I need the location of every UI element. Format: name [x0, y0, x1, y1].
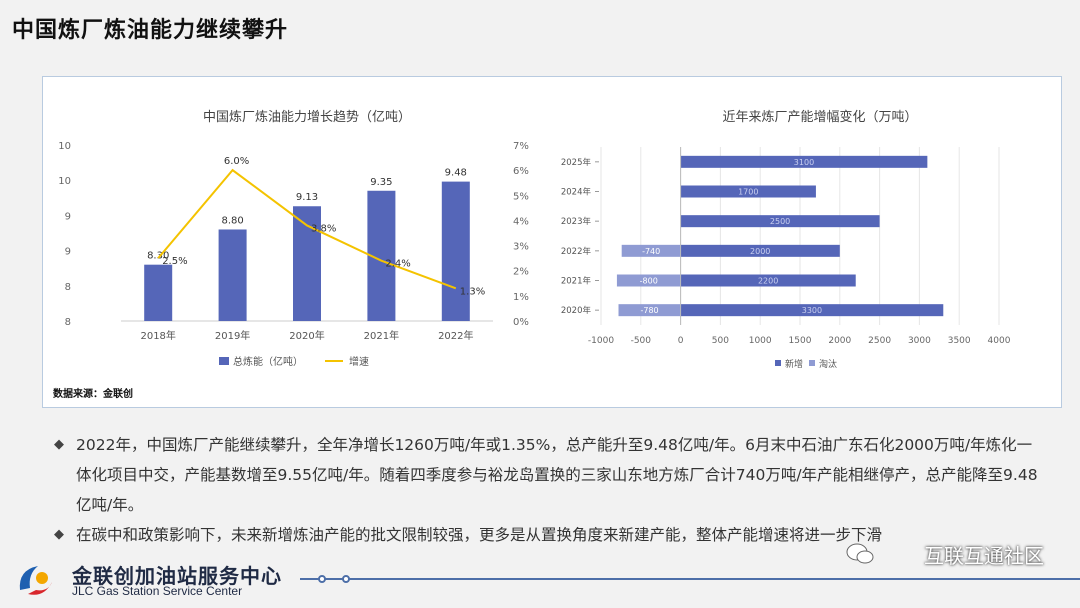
chart-1-line-label: 2.5% — [162, 256, 187, 267]
company-logo-icon — [19, 566, 52, 595]
company-name-en: JLC Gas Station Service Center — [72, 584, 243, 598]
chart-1-right-tick: 6% — [513, 166, 529, 177]
chart-2-x-tick: 3000 — [908, 336, 931, 346]
chart-1-growth-line — [157, 168, 457, 290]
chart-1-legend-bar-label: 总炼能（亿吨） — [233, 355, 303, 368]
chart-1-category-label: 2019年 — [215, 329, 250, 342]
chart-2-category-label: 2025年 — [561, 157, 592, 168]
chart-2-title: 近年来炼厂产能增幅变化（万吨） — [722, 109, 917, 125]
footer: 金联创加油站服务中心 JLC Gas Station Service Cente… — [0, 556, 1080, 608]
chart-2-bar-new-label: 1700 — [738, 188, 758, 197]
chart-1-right-tick: 5% — [513, 191, 529, 202]
watermark-text: 互联互通社区 — [924, 544, 1044, 568]
footer-dot — [342, 575, 350, 583]
chart-1-category-label: 2022年 — [438, 329, 473, 342]
chart-2-x-tick: 4000 — [988, 336, 1011, 346]
chart-2-bar-new-label: 3100 — [794, 158, 814, 167]
chart-2-x-tick: 500 — [712, 336, 729, 346]
chart-2-x-tick: -1000 — [588, 336, 614, 346]
chart-1-line-label: 6.0% — [224, 156, 249, 167]
chart-2-category-label: 2023年 — [561, 216, 592, 227]
page-title: 中国炼厂炼油能力继续攀升 — [12, 18, 289, 43]
chart-2-bar-new-label: 2500 — [770, 217, 790, 226]
diamond-bullet-icon: ◆ — [54, 527, 64, 542]
chart-2-legend-new-swatch — [775, 360, 781, 366]
chart-2-bar-new — [680, 274, 856, 287]
chart-1-right-tick: 1% — [513, 292, 529, 303]
chart-2-bar-new — [680, 244, 840, 257]
chart-1-line-label: 3.8% — [311, 223, 336, 234]
chart-2-bar-new — [680, 215, 880, 228]
chart-1-bar-label: 9.13 — [296, 192, 318, 203]
chart-2-x-tick: -500 — [631, 336, 652, 346]
bullet-text: 2022年，中国炼厂产能继续攀升，全年净增长1260万吨/年或1.35%，总产能… — [76, 436, 1038, 514]
chart-1-right-tick: 4% — [513, 216, 529, 227]
chart-2-bar-new — [680, 304, 944, 317]
chart-1-category-label: 2020年 — [289, 329, 324, 342]
chart-1-title: 中国炼厂炼油能力增长趋势（亿吨） — [203, 109, 411, 125]
chart-1-right-tick: 0% — [513, 317, 529, 328]
charts-canvas: 中国炼厂炼油能力增长趋势（亿吨） 8 8 9 9 10 10 0% 1% 2% 3% 4% 5% 6% 7%… — [58, 109, 1011, 370]
chart-2-bar-new-label: 2200 — [758, 277, 778, 286]
chart-2-category-label: 2024年 — [561, 187, 592, 198]
chart-1-right-tick: 3% — [513, 242, 529, 253]
chart-2-x-tick: 2500 — [868, 336, 891, 346]
chart-2-x-tick: 1500 — [789, 336, 812, 346]
chart-2-bar-removed — [616, 274, 681, 287]
chart-1-category-label: 2021年 — [364, 329, 399, 342]
chart-2-bar-new-label: 2000 — [750, 247, 770, 256]
chart-2-bar-new — [680, 185, 816, 198]
chart-2-legend-removed-label: 淘汰 — [819, 358, 837, 370]
chart-2-bar-removed-label: -780 — [640, 306, 658, 315]
chart-1-bar — [144, 264, 173, 321]
footer-divider — [300, 578, 1080, 580]
chart-2-category-label: 2020年 — [561, 305, 592, 316]
chart-2-category-label: 2021年 — [561, 276, 592, 287]
chart-1-left-tick: 8 — [65, 282, 71, 293]
chart-1-left-tick: 9 — [65, 247, 71, 258]
chart-1-bar-label: 8.80 — [221, 215, 243, 226]
chart-1-right-tick: 7% — [513, 141, 529, 152]
chart-1-bar-label: 9.48 — [445, 168, 467, 179]
chart-1-category-label: 2018年 — [140, 329, 175, 342]
chart-2-bar-removed-label: -740 — [642, 247, 660, 256]
chart-2-category-label: 2022年 — [561, 246, 592, 257]
chart-1-line-label: 1.3% — [460, 286, 485, 297]
chart-2-legend-removed-swatch — [809, 360, 815, 366]
chart-1-legend-line-label: 增速 — [349, 355, 369, 368]
footer-dot — [318, 575, 326, 583]
chart-2-x-tick: 0 — [678, 336, 684, 346]
chart-1-left-tick: 10 — [58, 176, 71, 187]
chart-1-left-tick: 10 — [58, 141, 71, 152]
chart-1-left-tick: 9 — [65, 211, 71, 222]
bullet-item: ◆ 在碳中和政策影响下，未来新增炼油产能的批文限制较强，更多是从置换角度来新建产… — [54, 520, 1044, 550]
chart-2-bar-removed — [621, 244, 681, 257]
chart-2-bar-removed-label: -800 — [640, 277, 658, 286]
chart-2-bar-new-label: 3300 — [802, 306, 822, 315]
chart-1-bar-label: 8.30 — [147, 251, 169, 262]
bullet-item: ◆ 2022年，中国炼厂产能继续攀升，全年净增长1260万吨/年或1.35%，总… — [54, 430, 1044, 520]
chart-2-bar-removed — [618, 304, 681, 317]
chart-2-bar-new — [680, 155, 928, 168]
chart-1-bar — [441, 181, 470, 321]
chart-1-bar-label: 9.35 — [370, 177, 392, 188]
data-source-note: 数据来源：金联创 — [53, 389, 133, 400]
chart-1-legend-bar-swatch — [219, 357, 229, 365]
chart-2-x-tick: 3500 — [948, 336, 971, 346]
chart-2-x-tick: 1000 — [749, 336, 772, 346]
diamond-bullet-icon: ◆ — [54, 437, 64, 452]
chart-1-line-label: 2.4% — [385, 259, 410, 270]
chart-1-left-tick: 8 — [65, 317, 71, 328]
chart-panel: 中国炼厂炼油能力增长趋势（亿吨） 8 8 9 9 10 10 0% 1% 2% 3% 4% 5% 6% 7%… — [42, 76, 1062, 408]
chart-2-legend-new-label: 新增 — [785, 358, 803, 370]
chat-bubbles-icon — [846, 543, 874, 564]
bullet-list: ◆ 2022年，中国炼厂产能继续攀升，全年净增长1260万吨/年或1.35%，总… — [54, 430, 1044, 550]
chart-1-right-tick: 2% — [513, 267, 529, 278]
bullet-text: 在碳中和政策影响下，未来新增炼油产能的批文限制较强，更多是从置换角度来新建产能，… — [76, 526, 883, 544]
company-name-cn: 金联创加油站服务中心 — [72, 564, 282, 588]
chart-1-bar — [218, 229, 247, 321]
chart-2-x-tick: 2000 — [828, 336, 851, 346]
